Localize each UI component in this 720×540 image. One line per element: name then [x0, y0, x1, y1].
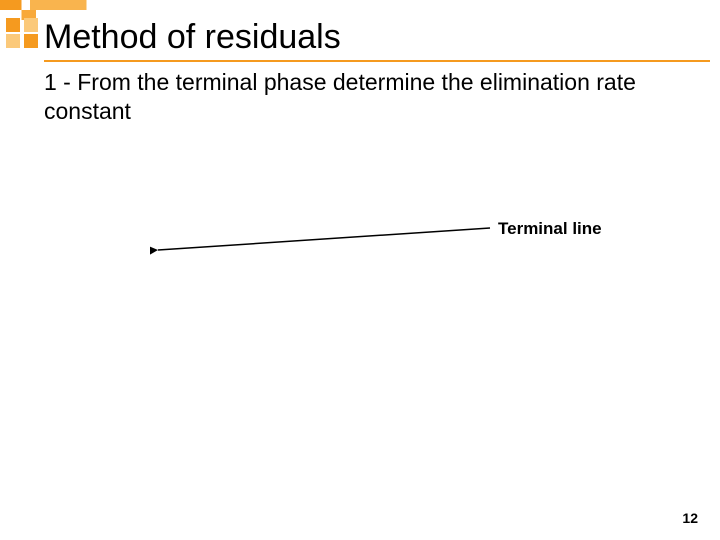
slide-title: Method of residuals: [44, 18, 700, 57]
decorative-square: [24, 34, 38, 48]
decorative-square: [6, 18, 20, 32]
decorative-square: [6, 34, 20, 48]
decorative-top-bar: [0, 0, 720, 10]
slide-subtitle: 1 - From the terminal phase determine th…: [44, 68, 660, 126]
decorative-square: [24, 18, 38, 32]
title-underline: [44, 60, 710, 62]
terminal-line-arrow: [150, 222, 500, 262]
page-number: 12: [682, 510, 698, 526]
terminal-line-label: Terminal line: [498, 219, 602, 239]
slide: Method of residuals 1 - From the termina…: [0, 0, 720, 540]
